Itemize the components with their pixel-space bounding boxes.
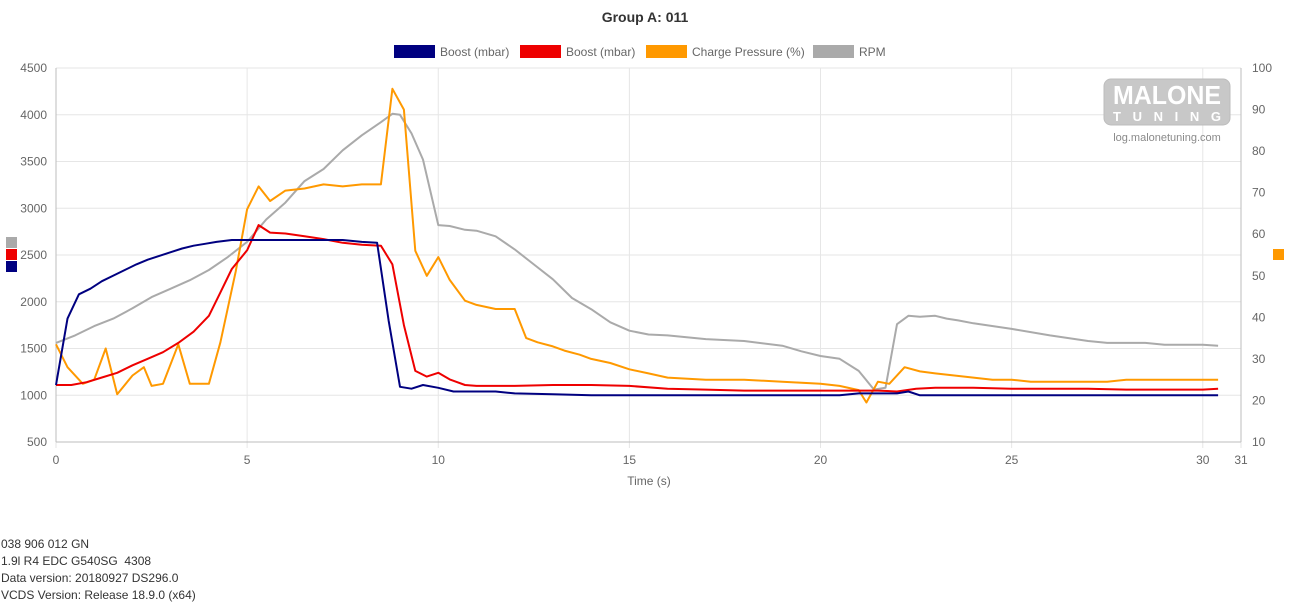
y-right-tick-label: 40 (1252, 310, 1266, 324)
right-axis-series-marker (1273, 249, 1284, 260)
legend-swatch (646, 45, 687, 58)
y-left-tick-label: 2500 (20, 248, 47, 262)
y-right-tick-label: 50 (1252, 269, 1266, 283)
series-line-boost-mbar (55, 239, 1219, 397)
axis-series-markers (6, 237, 1284, 272)
legend-item[interactable]: Boost (mbar) (520, 45, 635, 59)
info-line: Data version: 20180927 DS296.0 (1, 571, 179, 585)
series-line-boost-mbar (56, 224, 1219, 393)
info-line: 038 906 012 GN (1, 537, 90, 551)
y-left-tick-label: 3000 (20, 201, 47, 215)
x-tick-label: 30 (1196, 453, 1210, 467)
left-axis-series-marker (6, 261, 17, 272)
series-lines (55, 87, 1219, 404)
ecu-info: 038 906 012 GN 1.9l R4 EDC G540SG 4308 D… (1, 536, 196, 604)
legend-label: Boost (mbar) (440, 45, 509, 59)
y-right-tick-label: 80 (1252, 144, 1266, 158)
legend-label: Boost (mbar) (566, 45, 635, 59)
y-left-tick-label: 4500 (20, 61, 47, 75)
logo-text: MALONE (1113, 80, 1221, 110)
axes: 5001000150020002500300035004000450010203… (20, 61, 1272, 467)
logo-badge (1103, 78, 1231, 126)
x-axis-label: Time (s) (627, 474, 671, 488)
y-right-tick-label: 20 (1252, 393, 1266, 407)
legend-swatch (394, 45, 435, 58)
legend[interactable]: Boost (mbar) Boost (mbar) Charge Pressure … (394, 45, 886, 59)
legend-item[interactable]: Boost (mbar) (394, 45, 509, 59)
legend-item[interactable]: Charge Pressure (%) (646, 45, 805, 59)
left-axis-series-marker (6, 249, 17, 260)
y-left-tick-label: 2000 (20, 295, 47, 309)
left-axis-series-marker (6, 237, 17, 248)
y-right-tick-label: 100 (1252, 61, 1272, 75)
legend-swatch (520, 45, 561, 58)
y-left-tick-label: 3500 (20, 155, 47, 169)
y-right-tick-label: 90 (1252, 103, 1266, 117)
x-tick-label: 0 (53, 453, 60, 467)
y-right-tick-label: 30 (1252, 352, 1266, 366)
x-tick-label: 15 (623, 453, 637, 467)
chart: Group A: 011 Boost (mbar) Boost (mbar) Cha… (6, 9, 1284, 488)
chart-title: Group A: 011 (602, 9, 689, 25)
x-tick-label: 10 (432, 453, 446, 467)
y-left-tick-label: 1500 (20, 342, 47, 356)
x-tick-label: 25 (1005, 453, 1019, 467)
y-right-tick-label: 70 (1252, 186, 1266, 200)
info-line: 1.9l R4 EDC G540SG 4308 (1, 554, 152, 568)
y-left-tick-label: 1000 (20, 388, 47, 402)
x-tick-label: 31 (1234, 453, 1248, 467)
info-line: VCDS Version: Release 18.9.0 (x64) (1, 588, 196, 602)
legend-item[interactable]: RPM (813, 45, 886, 59)
legend-label: Charge Pressure (%) (692, 45, 805, 59)
grid (55, 67, 1242, 448)
watermark-site: log.malonetuning.com (1113, 132, 1221, 144)
series-line-charge-pressure (55, 87, 1219, 404)
y-right-tick-label: 10 (1252, 435, 1266, 449)
x-tick-label: 20 (814, 453, 828, 467)
y-right-tick-label: 60 (1252, 227, 1266, 241)
x-tick-label: 5 (244, 453, 251, 467)
y-left-tick-label: 500 (27, 435, 47, 449)
legend-label: RPM (859, 45, 886, 59)
legend-swatch (813, 45, 854, 58)
watermark: MALONE TUNING log.malonetuning.com (1103, 78, 1231, 144)
y-left-tick-label: 4000 (20, 108, 47, 122)
